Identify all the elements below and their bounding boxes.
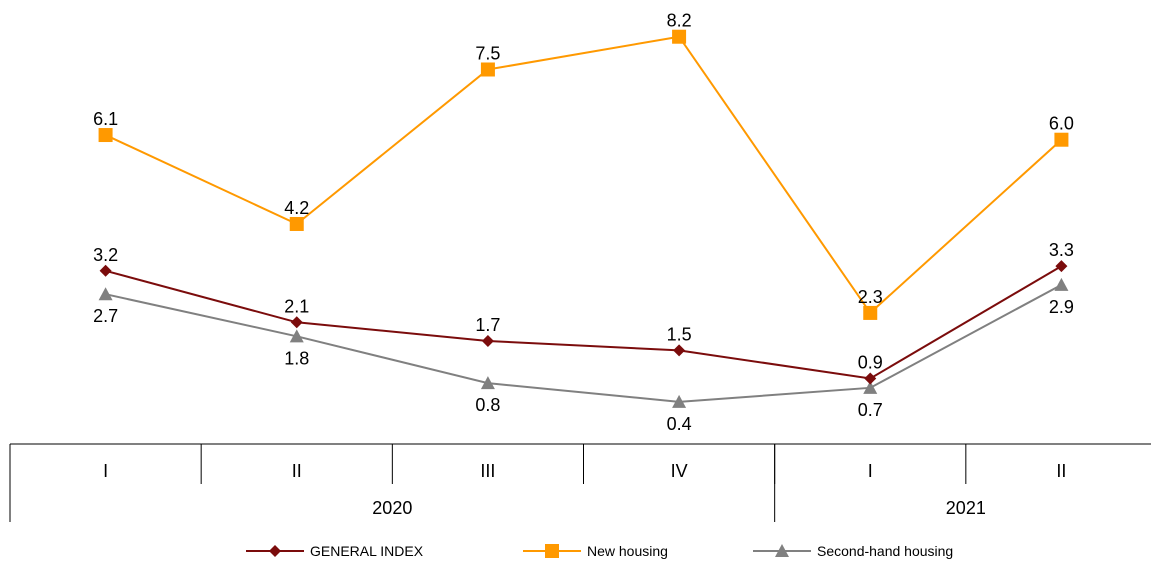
data-point: [289, 329, 304, 343]
data-point: [98, 128, 113, 143]
legend-item: New housing: [523, 543, 668, 559]
data-labels: 3.2 2.1 1.7 1.5 0.9 3.3 6.1 4.2 7.5 8.2 2.3 6.0 2.7 1…: [93, 11, 1074, 434]
data-label: 7.5: [475, 43, 500, 63]
data-label: 3.2: [93, 245, 118, 265]
data-point: [1054, 132, 1069, 147]
quarter-label: III: [480, 461, 495, 481]
series-line: [105, 35, 1063, 315]
data-point: [290, 316, 303, 329]
data-label: 4.2: [284, 198, 309, 218]
quarter-label: I: [103, 461, 108, 481]
data-label: 2.7: [93, 306, 118, 326]
data-point: [545, 544, 559, 558]
data-point: [269, 545, 281, 557]
quarter-label: II: [1056, 461, 1066, 481]
data-point: [775, 544, 789, 557]
legend: GENERAL INDEX New housing Second-hand hous…: [246, 543, 953, 559]
data-point: [863, 380, 878, 394]
data-label: 2.3: [858, 287, 883, 307]
data-point: [673, 344, 686, 357]
quarter-label: IV: [671, 461, 688, 481]
data-label: 6.1: [93, 109, 118, 129]
quarter-label: II: [292, 461, 302, 481]
data-label: 3.3: [1049, 240, 1074, 260]
data-point: [99, 264, 112, 277]
legend-item: GENERAL INDEX: [246, 543, 424, 559]
year-label: 2021: [946, 498, 986, 518]
data-label: 1.8: [284, 348, 309, 368]
legend-label: New housing: [587, 543, 668, 559]
data-point: [480, 376, 495, 390]
data-label: 0.8: [475, 395, 500, 415]
series-second-hand-housing: [98, 277, 1069, 408]
year-label: 2020: [372, 498, 412, 518]
data-point: [1055, 260, 1068, 273]
data-point: [864, 372, 877, 385]
data-label: 8.2: [667, 11, 692, 31]
data-label: 2.9: [1049, 297, 1074, 317]
data-point: [672, 29, 687, 44]
quarter-label: I: [868, 461, 873, 481]
data-label: 6.0: [1049, 114, 1074, 134]
data-point: [289, 216, 304, 231]
data-point: [98, 287, 113, 301]
legend-item: Second-hand housing: [753, 543, 953, 559]
data-label: 2.1: [284, 296, 309, 316]
data-point: [1054, 277, 1069, 291]
series-new-housing: [98, 29, 1069, 320]
data-point: [863, 305, 878, 320]
data-label: 0.9: [858, 352, 883, 372]
series-line: [105, 283, 1062, 403]
legend-label: Second-hand housing: [817, 543, 953, 559]
data-label: 0.4: [667, 414, 692, 434]
series-line: [105, 265, 1062, 380]
data-point: [480, 62, 495, 77]
legend-label: GENERAL INDEX: [310, 543, 424, 559]
data-point: [672, 394, 687, 408]
plot-area: [98, 29, 1069, 408]
series-general-index: [99, 260, 1068, 385]
data-label: 1.5: [667, 324, 692, 344]
data-point: [481, 335, 494, 348]
data-label: 1.7: [475, 315, 500, 335]
data-label: 0.7: [858, 400, 883, 420]
